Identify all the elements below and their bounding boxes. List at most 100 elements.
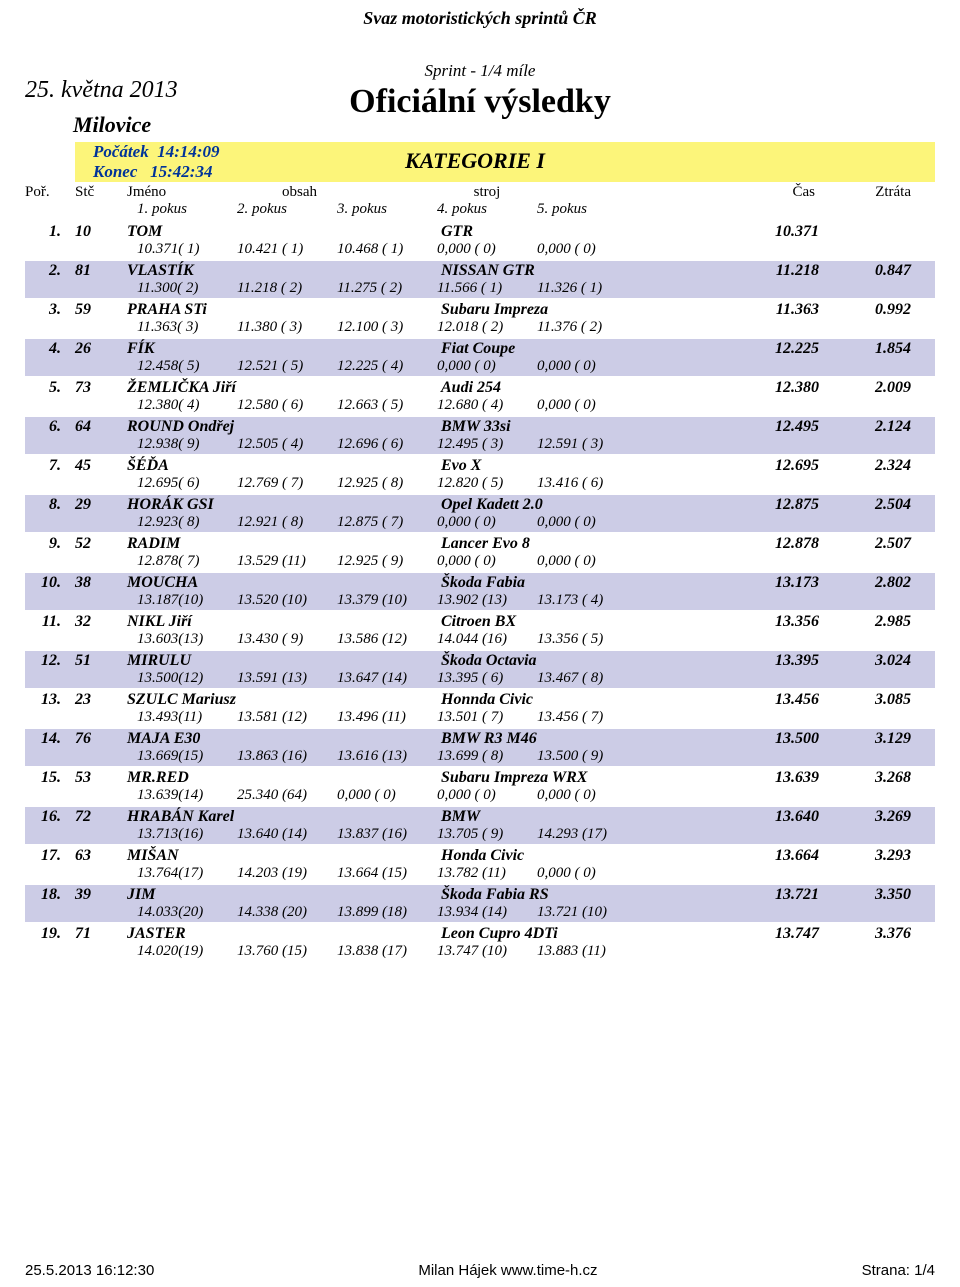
end-time: Konec 15:42:34 xyxy=(93,162,212,182)
column-header: Poř. Stč Jméno obsah stroj Čas Ztráta xyxy=(25,184,935,201)
row-run3: 12.100 ( 3) xyxy=(337,319,437,336)
row-num: 26 xyxy=(75,340,127,358)
row-run3: 13.496 (11) xyxy=(337,709,437,726)
row-num: 64 xyxy=(75,418,127,436)
result-row: 13.23SZULC MariuszHonnda Civic13.4563.08… xyxy=(25,690,935,727)
row-name: FÍK xyxy=(127,340,437,358)
row-run2: 13.591 (13) xyxy=(237,670,337,687)
row-pos: 3. xyxy=(25,301,75,319)
row-time: 13.173 xyxy=(727,574,837,592)
row-run1: 12.458( 5) xyxy=(127,358,237,375)
row-name: ROUND Ondřej xyxy=(127,418,437,436)
result-row: 7.45ŠÉĎAEvo X12.6952.32412.695( 6)12.769… xyxy=(25,456,935,493)
category-bar: Počátek 14:14:09 Konec 15:42:34 KATEGORI… xyxy=(75,142,935,182)
row-car: Honda Civic xyxy=(437,847,727,865)
row-num: 59 xyxy=(75,301,127,319)
col-p2: 2. pokus xyxy=(237,201,337,218)
row-time: 13.356 xyxy=(727,613,837,631)
row-run3: 12.225 ( 4) xyxy=(337,358,437,375)
row-run3: 10.468 ( 1) xyxy=(337,241,437,258)
row-run4: 0,000 ( 0) xyxy=(437,358,537,375)
row-run4: 12.680 ( 4) xyxy=(437,397,537,414)
row-run5: 13.467 ( 8) xyxy=(537,670,727,687)
row-time: 12.695 xyxy=(727,457,837,475)
row-run1: 14.020(19) xyxy=(127,943,237,960)
row-num: 32 xyxy=(75,613,127,631)
row-num: 73 xyxy=(75,379,127,397)
row-run3: 13.837 (16) xyxy=(337,826,437,843)
row-car: BMW xyxy=(437,808,727,826)
row-car: Fiat Coupe xyxy=(437,340,727,358)
row-pos: 8. xyxy=(25,496,75,514)
row-run5: 0,000 ( 0) xyxy=(537,241,727,258)
result-row: 19.71JASTERLeon Cupro 4DTi13.7473.37614.… xyxy=(25,924,935,961)
row-run4: 13.699 ( 8) xyxy=(437,748,537,765)
row-name: HRABÁN Karel xyxy=(127,808,437,826)
row-run1: 12.923( 8) xyxy=(127,514,237,531)
row-run2: 13.760 (15) xyxy=(237,943,337,960)
row-run2: 13.520 (10) xyxy=(237,592,337,609)
row-car: Evo X xyxy=(437,457,727,475)
row-run3: 13.586 (12) xyxy=(337,631,437,648)
result-row: 2.81VLASTÍKNISSAN GTR11.2180.84711.300( … xyxy=(25,261,935,298)
org-name: Svaz motoristických sprintů ČR xyxy=(25,8,935,29)
row-num: 53 xyxy=(75,769,127,787)
row-gap: 0.992 xyxy=(837,301,917,319)
row-run1: 12.938( 9) xyxy=(127,436,237,453)
row-run5: 12.591 ( 3) xyxy=(537,436,727,453)
row-num: 45 xyxy=(75,457,127,475)
result-row: 15.53MR.REDSubaru Impreza WRX13.6393.268… xyxy=(25,768,935,805)
row-name: MOUCHA xyxy=(127,574,437,592)
row-time: 10.371 xyxy=(727,223,837,241)
row-num: 72 xyxy=(75,808,127,826)
row-run3: 12.875 ( 7) xyxy=(337,514,437,531)
row-pos: 14. xyxy=(25,730,75,748)
row-run5: 0,000 ( 0) xyxy=(537,514,727,531)
row-time: 12.875 xyxy=(727,496,837,514)
col-cas: Čas xyxy=(727,184,837,201)
row-run2: 13.529 (11) xyxy=(237,553,337,570)
row-num: 52 xyxy=(75,535,127,553)
row-gap: 3.024 xyxy=(837,652,917,670)
footer-author: Milan Hájek www.time-h.cz xyxy=(418,1262,597,1279)
row-gap: 3.268 xyxy=(837,769,917,787)
row-car: GTR xyxy=(437,223,727,241)
row-run2: 10.421 ( 1) xyxy=(237,241,337,258)
result-row: 8.29HORÁK GSIOpel Kadett 2.012.8752.5041… xyxy=(25,495,935,532)
row-num: 23 xyxy=(75,691,127,709)
row-name: ŽEMLIČKA Jiří xyxy=(127,379,437,397)
row-gap: 2.802 xyxy=(837,574,917,592)
row-run2: 13.430 ( 9) xyxy=(237,631,337,648)
category-name: KATEGORIE I xyxy=(405,148,545,174)
row-run1: 13.764(17) xyxy=(127,865,237,882)
row-gap: 3.293 xyxy=(837,847,917,865)
row-pos: 17. xyxy=(25,847,75,865)
col-stroj: stroj xyxy=(437,184,537,201)
row-run1: 13.187(10) xyxy=(127,592,237,609)
row-run4: 13.501 ( 7) xyxy=(437,709,537,726)
row-pos: 19. xyxy=(25,925,75,943)
row-run2: 14.338 (20) xyxy=(237,904,337,921)
result-row: 3.59PRAHA STiSubaru Impreza11.3630.99211… xyxy=(25,300,935,337)
row-time: 11.218 xyxy=(727,262,837,280)
row-run2: 12.769 ( 7) xyxy=(237,475,337,492)
col-p3: 3. pokus xyxy=(337,201,437,218)
row-name: TOM xyxy=(127,223,437,241)
row-run3: 13.838 (17) xyxy=(337,943,437,960)
row-run1: 11.363( 3) xyxy=(127,319,237,336)
row-run2: 12.505 ( 4) xyxy=(237,436,337,453)
row-time: 13.747 xyxy=(727,925,837,943)
row-run4: 13.747 (10) xyxy=(437,943,537,960)
row-run4: 0,000 ( 0) xyxy=(437,787,537,804)
row-pos: 2. xyxy=(25,262,75,280)
row-run5: 0,000 ( 0) xyxy=(537,787,727,804)
row-run5: 13.721 (10) xyxy=(537,904,727,921)
row-name: SZULC Mariusz xyxy=(127,691,437,709)
row-gap: 1.854 xyxy=(837,340,917,358)
page-footer: 25.5.2013 16:12:30 Milan Hájek www.time-… xyxy=(25,1262,935,1279)
col-p1: 1. pokus xyxy=(127,201,237,218)
row-run5: 13.500 ( 9) xyxy=(537,748,727,765)
row-gap: 3.350 xyxy=(837,886,917,904)
row-name: VLASTÍK xyxy=(127,262,437,280)
row-run1: 12.878( 7) xyxy=(127,553,237,570)
